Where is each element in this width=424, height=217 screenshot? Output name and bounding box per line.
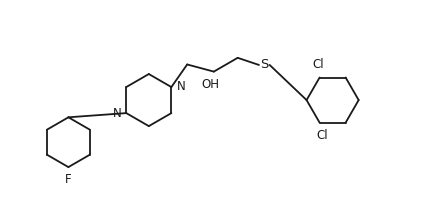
Text: Cl: Cl: [317, 129, 329, 142]
Text: N: N: [177, 80, 186, 93]
Text: S: S: [260, 58, 268, 71]
Text: F: F: [65, 173, 72, 186]
Text: OH: OH: [201, 79, 219, 92]
Text: Cl: Cl: [312, 58, 324, 71]
Text: N: N: [113, 107, 122, 120]
